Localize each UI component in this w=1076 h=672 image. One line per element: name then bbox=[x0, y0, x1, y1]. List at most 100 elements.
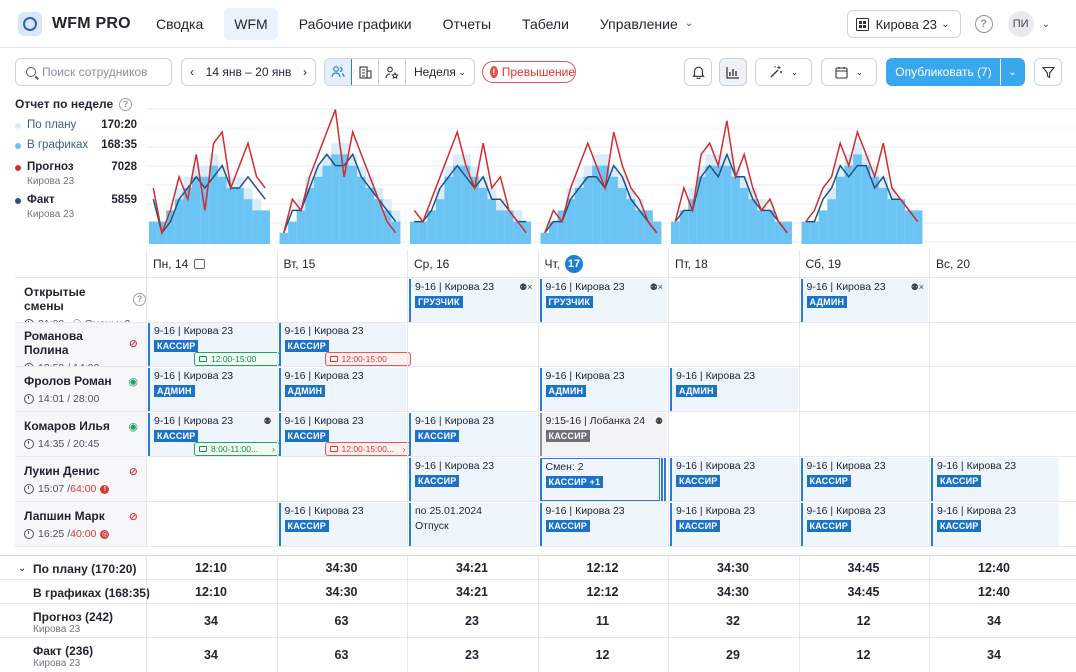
shift-block[interactable]: 9-16 | Кирова 23 АДМИН bbox=[148, 368, 276, 411]
store-select[interactable]: Кирова 23 ⌄ bbox=[846, 10, 961, 38]
day-header[interactable]: Пн, 14 bbox=[146, 250, 277, 278]
schedule-cell[interactable] bbox=[537, 322, 669, 367]
eye-icon[interactable]: ◉ bbox=[128, 420, 138, 433]
schedule-cell[interactable]: 9-16 | Кирова 23 ГРУЗЧИК ⚉× bbox=[537, 278, 669, 323]
unassigned-person-icon[interactable]: ⚉× bbox=[649, 282, 663, 292]
shift-block[interactable]: 9-16 | Кирова 23 АДМИН ⚉× bbox=[800, 279, 928, 322]
schedule-cell[interactable] bbox=[798, 412, 930, 457]
day-header[interactable]: Вс, 20 bbox=[929, 250, 1060, 278]
roles-view-button[interactable] bbox=[379, 59, 406, 85]
shift-block[interactable]: 9-16 | Кирова 23 КАССИР 12:00-15:00 bbox=[278, 323, 411, 366]
chevron-right-icon[interactable]: › bbox=[303, 65, 307, 79]
schedule-cell[interactable]: 9-16 | Кирова 23 КАССИР bbox=[407, 457, 538, 502]
shift-block[interactable]: 9-16 | Кирова 23 КАССИР 12:00-15:00... › bbox=[278, 413, 411, 456]
schedule-cell[interactable] bbox=[407, 367, 538, 412]
unassigned-person-icon[interactable]: ⚉× bbox=[519, 282, 533, 292]
shift-block[interactable]: Смен: 2 КАССИР +1 bbox=[539, 458, 660, 501]
shift-block[interactable]: 9-16 | Кирова 23 АДМИН bbox=[278, 368, 406, 411]
nav-item-management[interactable]: Управление ⌄ bbox=[590, 8, 703, 40]
shift-block[interactable]: 9-16 | Кирова 23 КАССИР bbox=[931, 503, 1059, 546]
schedule-cell[interactable] bbox=[668, 278, 799, 323]
day-header[interactable]: Вт, 15 bbox=[276, 250, 408, 278]
employee-label[interactable]: Лапшин Марк ⊘ 16:25 / 40:00 ◎ bbox=[15, 502, 146, 547]
person-settings-icon[interactable]: ⚉ bbox=[654, 416, 663, 426]
day-header[interactable]: Ср, 16 bbox=[407, 250, 538, 278]
schedule-cell[interactable]: 9-16 | Кирова 23 КАССИР bbox=[668, 457, 799, 502]
employee-label[interactable]: Фролов Роман ◉ 14:01 / 28:00 bbox=[15, 367, 146, 412]
schedule-cell[interactable] bbox=[407, 322, 538, 367]
schedule-cell[interactable] bbox=[668, 412, 799, 457]
building-view-button[interactable] bbox=[352, 59, 379, 85]
shift-block[interactable]: 9-16 | Кирова 23 КАССИР bbox=[409, 458, 537, 501]
schedule-cell[interactable]: 9-16 | Кирова 23 КАССИР ⚉ 8:00-11:00... › bbox=[146, 412, 280, 457]
eye-off-icon[interactable]: ⊘ bbox=[128, 510, 138, 523]
schedule-cell[interactable] bbox=[276, 278, 408, 323]
sub-shift-chip[interactable]: 12:00-15:00 bbox=[194, 352, 280, 366]
chevron-left-icon[interactable]: ‹ bbox=[190, 65, 194, 79]
shift-block[interactable]: 9-16 | Кирова 23 КАССИР bbox=[278, 503, 406, 546]
schedule-cell[interactable] bbox=[929, 278, 1060, 323]
notifications-button[interactable] bbox=[684, 58, 712, 86]
unassigned-person-icon[interactable]: ⚉× bbox=[910, 282, 924, 292]
shift-block[interactable]: 9-16 | Кирова 23 КАССИР bbox=[800, 458, 928, 501]
schedule-cell[interactable] bbox=[146, 502, 277, 547]
schedule-cell[interactable] bbox=[276, 457, 408, 502]
eye-icon[interactable]: ◉ bbox=[128, 375, 138, 388]
schedule-cell[interactable]: Смен: 2 КАССИР +1 bbox=[537, 457, 669, 502]
sub-shift-chip[interactable]: 12:00-15:00 bbox=[324, 352, 411, 366]
schedule-cell[interactable]: 9-16 | Кирова 23 КАССИР bbox=[668, 502, 799, 547]
schedule-cell[interactable]: 9-16 | Кирова 23 КАССИР bbox=[929, 457, 1060, 502]
help-icon[interactable]: ? bbox=[133, 292, 146, 306]
schedule-cell[interactable]: 9-16 | Кирова 23 ГРУЗЧИК ⚉× bbox=[407, 278, 538, 323]
help-icon[interactable]: ? bbox=[974, 15, 993, 33]
shift-block[interactable]: 9-16 | Кирова 23 КАССИР bbox=[800, 503, 928, 546]
schedule-cell[interactable]: 9-16 | Кирова 23 КАССИР 12:00-15:00 bbox=[146, 322, 280, 367]
shift-block[interactable]: 9-16 | Кирова 23 КАССИР bbox=[670, 503, 798, 546]
schedule-cell[interactable] bbox=[798, 367, 930, 412]
employee-label[interactable]: Лукин Денис ⊘ 15:07 / 64:00! bbox=[15, 457, 146, 502]
week-range-picker[interactable]: ‹ 14 янв – 20 янв › bbox=[181, 58, 316, 86]
day-header[interactable]: Сб, 19 bbox=[798, 250, 930, 278]
schedule-cell[interactable]: 9-16 | Кирова 23 КАССИР bbox=[276, 502, 408, 547]
schedule-cell[interactable]: 9-16 | Кирова 23 КАССИР 12:00-15:00... › bbox=[276, 412, 411, 457]
schedule-cell[interactable]: 9-16 | Кирова 23 АДМИН bbox=[146, 367, 277, 412]
schedule-cell[interactable]: по 25.01.2024 Отпуск bbox=[407, 502, 538, 547]
nav-item-timesheets[interactable]: Табели bbox=[512, 8, 579, 40]
schedule-cell[interactable] bbox=[146, 457, 277, 502]
shift-block[interactable]: 9-16 | Кирова 23 КАССИР bbox=[409, 413, 537, 456]
shift-block[interactable]: 9-16 | Кирова 23 АДМИН bbox=[670, 368, 798, 411]
schedule-cell[interactable]: 9-16 | Кирова 23 КАССИР 12:00-15:00 bbox=[276, 322, 411, 367]
schedule-cell[interactable]: 9-16 | Кирова 23 КАССИР bbox=[407, 412, 538, 457]
help-icon[interactable]: ? bbox=[119, 97, 133, 111]
schedule-cell[interactable]: 9-16 | Кирова 23 КАССИР bbox=[798, 457, 930, 502]
schedule-cell[interactable]: 9-16 | Кирова 23 КАССИР bbox=[537, 502, 669, 547]
calendar-button[interactable]: ⌄ bbox=[821, 58, 877, 86]
chevron-down-icon[interactable]: ⌄ bbox=[1041, 18, 1050, 30]
shift-block[interactable]: 9-16 | Кирова 23 КАССИР bbox=[931, 458, 1059, 501]
person-settings-icon[interactable]: ⚉ bbox=[263, 416, 272, 426]
employee-label[interactable]: Романова Полина⊘13:59 / 14:00 bbox=[15, 322, 146, 374]
day-header[interactable]: Пт, 18 bbox=[668, 250, 799, 278]
schedule-cell[interactable] bbox=[146, 278, 277, 323]
shift-block[interactable]: 9-16 | Кирова 23 АДМИН bbox=[539, 368, 667, 411]
app-logo[interactable]: WFM PRO bbox=[18, 11, 146, 36]
filter-button[interactable] bbox=[1034, 58, 1062, 86]
shift-block[interactable]: 9-16 | Кирова 23 КАССИР bbox=[539, 503, 667, 546]
schedule-cell[interactable]: 9-16 | Кирова 23 КАССИР bbox=[798, 502, 930, 547]
schedule-cell[interactable] bbox=[798, 322, 930, 367]
sub-shift-chip[interactable]: 8:00-11:00... › bbox=[194, 442, 280, 456]
nav-item-reports[interactable]: Отчеты bbox=[433, 8, 501, 40]
shift-block[interactable]: 9-16 | Кирова 23 ГРУЗЧИК ⚉× bbox=[409, 279, 537, 322]
employees-view-button[interactable] bbox=[325, 59, 352, 85]
schedule-cell[interactable] bbox=[929, 322, 1060, 367]
nav-item-wfm[interactable]: WFM bbox=[224, 7, 278, 40]
collapse-chevron-icon[interactable]: ⌄ bbox=[18, 563, 27, 574]
schedule-cell[interactable]: 9-16 | Кирова 23 АДМИН bbox=[276, 367, 408, 412]
auto-schedule-button[interactable]: ⌄ bbox=[755, 58, 812, 86]
period-select[interactable]: Неделя ⌄ bbox=[406, 65, 474, 79]
user-avatar[interactable]: ПИ bbox=[1007, 11, 1034, 37]
schedule-cell[interactable] bbox=[929, 412, 1060, 457]
eye-off-icon[interactable]: ⊘ bbox=[128, 337, 138, 350]
schedule-cell[interactable] bbox=[929, 367, 1060, 412]
absence-block[interactable]: по 25.01.2024 Отпуск bbox=[409, 503, 537, 546]
